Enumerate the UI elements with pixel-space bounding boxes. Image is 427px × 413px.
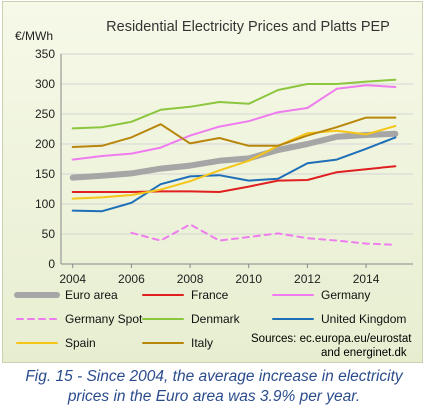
series-line-france [71, 165, 397, 193]
series-layer [69, 78, 399, 246]
series-line-germany-spot [130, 223, 397, 246]
legend-label-euro-area: Euro area [65, 288, 118, 302]
y-tick-label: 50 [42, 227, 56, 241]
y-tick-label: 100 [35, 197, 55, 211]
series-line-spain [71, 125, 397, 200]
y-tick-label: 300 [35, 77, 55, 91]
legend-label-united-kingdom: United Kingdom [321, 312, 406, 326]
x-tick-label: 2006 [118, 272, 145, 286]
x-tick-label: 2008 [177, 272, 204, 286]
x-tick-label: 2010 [235, 272, 262, 286]
legend-label-germany-spot: Germany Spot [65, 312, 143, 326]
y-tick-label: 0 [48, 257, 55, 271]
x-tick-label: 2004 [59, 272, 86, 286]
legend: Euro area France Germany Germany Spot Denmar… [14, 288, 406, 350]
figure-caption: Fig. 15 - Since 2004, the average increa… [10, 367, 418, 407]
legend-label-france: France [191, 288, 229, 302]
series-line-denmark [71, 78, 397, 130]
chart-svg: Residential Electricity Prices and Platt… [14, 19, 413, 359]
y-tick-label: 350 [35, 47, 55, 61]
y-tick-label: 200 [35, 137, 55, 151]
x-tick-label: 2012 [294, 272, 321, 286]
series-line-germany [71, 84, 397, 161]
source-note-line1: Sources: ec.europa.eu/eurostat [251, 333, 412, 345]
x-tick-label: 2014 [353, 272, 380, 286]
series-line-euro-area [69, 130, 399, 181]
series-line-italy [71, 116, 397, 148]
legend-label-denmark: Denmark [191, 312, 241, 326]
axes: 0 50 100 150 200 250 300 350 2004 2006 2008 2010 201… [35, 47, 413, 286]
chart-title: Residential Electricity Prices and Platt… [106, 19, 390, 35]
legend-label-spain: Spain [65, 336, 96, 350]
legend-label-italy: Italy [191, 336, 213, 350]
caption-line-1: Fig. 15 - Since 2004, the average increa… [25, 368, 403, 385]
source-note-line2: and energinet.dk [321, 347, 407, 359]
legend-label-germany: Germany [321, 288, 370, 302]
y-tick-label: 150 [35, 167, 55, 181]
y-tick-label: 250 [35, 107, 55, 121]
caption-line-2: prices in the Euro area was 3.9% per yea… [67, 388, 361, 405]
y-axis-label: €/MWh [15, 29, 53, 43]
chart-panel: Residential Electricity Prices and Platt… [2, 1, 423, 363]
series-line-united-kingdom [71, 136, 397, 213]
